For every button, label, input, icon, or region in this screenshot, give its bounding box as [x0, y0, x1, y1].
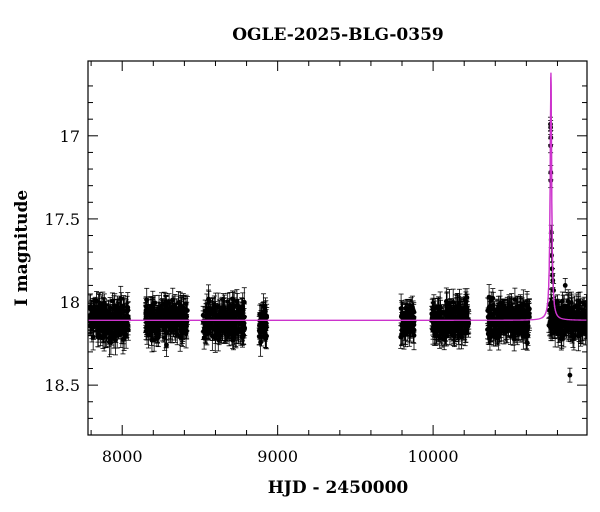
point-marker — [89, 313, 94, 319]
point-marker — [220, 305, 226, 311]
point-marker — [101, 329, 107, 335]
data-point — [167, 318, 173, 342]
point-marker — [118, 295, 124, 301]
point-marker — [209, 323, 214, 329]
point-marker — [261, 330, 267, 336]
data-point — [184, 301, 190, 332]
point-marker — [228, 314, 234, 320]
point-marker — [398, 334, 404, 340]
data-point — [224, 302, 230, 326]
point-marker — [238, 328, 244, 333]
data-point — [220, 293, 226, 323]
data-point — [144, 317, 150, 337]
point-marker — [177, 334, 183, 340]
point-marker — [240, 304, 246, 309]
data-point — [180, 293, 186, 323]
data-point — [89, 300, 95, 322]
data-point — [258, 303, 264, 330]
data-point — [231, 318, 237, 337]
point-marker — [180, 305, 186, 311]
point-marker — [224, 311, 230, 317]
point-marker — [398, 306, 404, 311]
point-marker — [173, 315, 179, 321]
point-marker — [231, 324, 236, 330]
point-marker — [108, 340, 114, 345]
point-marker — [217, 313, 223, 319]
point-marker — [214, 328, 220, 334]
point-marker — [121, 329, 127, 335]
point-marker — [230, 296, 235, 302]
data-point — [157, 308, 163, 326]
plot-area — [87, 60, 588, 436]
chart-title: OGLE-2025-BLG-0359 — [232, 25, 444, 45]
data-point — [214, 322, 220, 340]
point-marker — [400, 326, 406, 332]
point-marker — [260, 310, 266, 315]
point-marker — [154, 328, 160, 334]
data-point — [400, 314, 406, 345]
data-point — [260, 302, 266, 323]
point-marker — [210, 309, 216, 314]
point-marker — [435, 308, 441, 314]
data-point — [240, 302, 246, 319]
point-marker — [258, 314, 264, 319]
data-point — [153, 310, 159, 340]
point-marker — [89, 308, 95, 314]
point-marker — [184, 314, 190, 320]
data-point — [161, 312, 167, 334]
data-point — [98, 295, 104, 322]
point-marker — [149, 328, 154, 334]
point-marker — [101, 334, 107, 340]
data-point — [408, 310, 414, 338]
point-marker — [221, 308, 227, 314]
point-marker — [114, 321, 119, 327]
point-marker — [170, 297, 176, 303]
point-marker — [174, 309, 179, 314]
data-point — [113, 312, 119, 335]
point-marker — [162, 335, 168, 341]
data-point — [264, 307, 270, 328]
point-marker — [124, 321, 130, 327]
point-marker — [144, 297, 150, 303]
point-marker — [153, 322, 159, 328]
point-marker — [157, 314, 163, 320]
point-marker — [144, 324, 149, 330]
point-marker — [230, 310, 236, 316]
point-marker — [106, 314, 112, 320]
data-point — [117, 305, 123, 332]
point-marker — [167, 327, 173, 333]
data-point — [124, 309, 130, 339]
point-marker — [103, 325, 109, 330]
point-marker — [143, 304, 149, 309]
point-marker — [264, 314, 270, 320]
point-marker — [161, 320, 167, 326]
point-marker — [241, 322, 246, 327]
data-point — [148, 316, 154, 346]
point-marker — [149, 337, 155, 343]
data-point — [95, 303, 101, 330]
point-marker — [171, 323, 177, 329]
data-points — [88, 116, 587, 383]
point-marker — [95, 313, 101, 319]
point-marker — [106, 309, 112, 315]
data-point — [228, 304, 234, 330]
point-marker — [408, 321, 414, 327]
data-point — [144, 287, 150, 313]
data-point — [108, 330, 114, 355]
point-marker — [205, 309, 211, 315]
point-marker — [148, 305, 154, 311]
point-marker — [258, 327, 264, 333]
point-marker — [240, 307, 246, 313]
point-marker — [166, 300, 172, 306]
point-marker — [115, 311, 121, 317]
point-marker — [98, 306, 104, 312]
